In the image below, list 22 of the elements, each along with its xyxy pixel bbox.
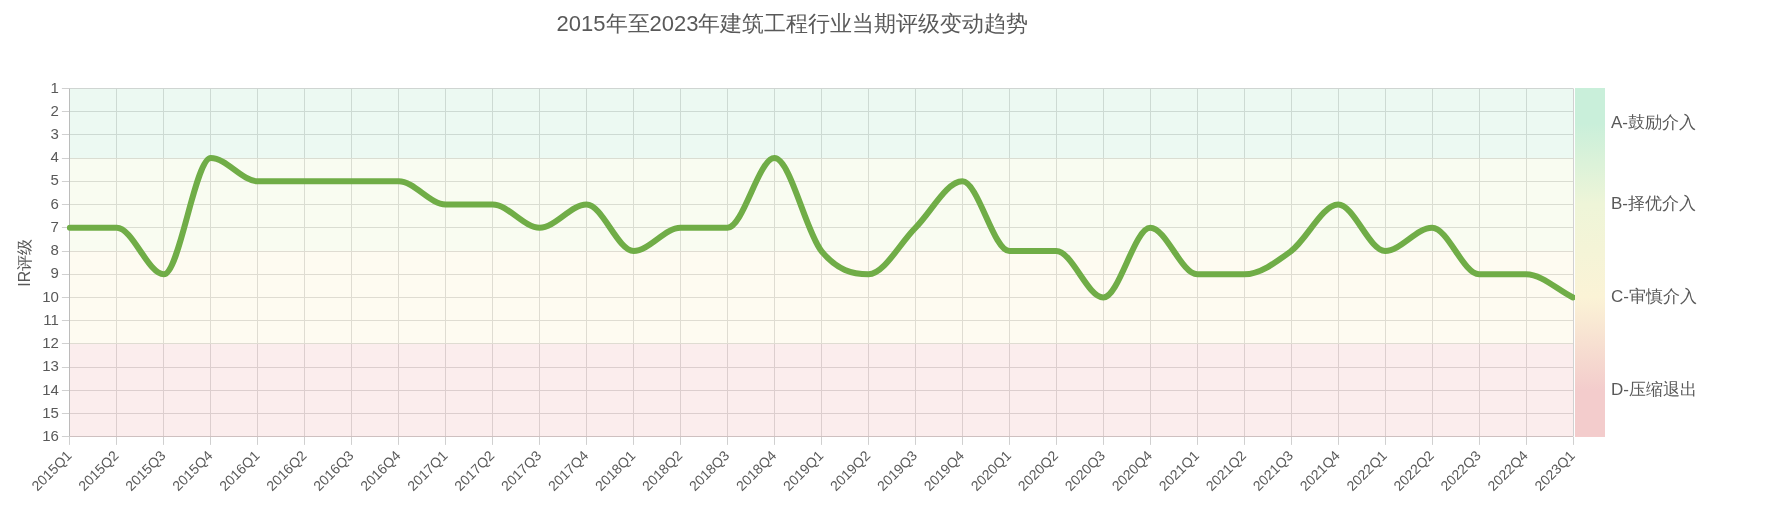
y-axis-title: IR评级 <box>16 238 34 287</box>
y-tick-label: 4 <box>50 148 59 166</box>
band-label: C-审慎介入 <box>1611 287 1697 307</box>
chart-title: 2015年至2023年建筑工程行业当期评级变动趋势 <box>556 11 1029 37</box>
y-tick-label: 15 <box>42 403 59 421</box>
y-tick-label: 1 <box>50 78 59 96</box>
y-tick-label: 2 <box>50 101 59 119</box>
band-label: D-压缩退出 <box>1611 380 1697 400</box>
y-tick-label: 3 <box>50 125 59 143</box>
y-tick-label: 11 <box>43 310 59 328</box>
y-tick-label: 13 <box>42 357 59 375</box>
band-label: B-择优介入 <box>1611 194 1696 214</box>
y-tick-label: 6 <box>50 194 59 212</box>
y-tick-label: 5 <box>50 171 59 189</box>
y-tick-label: 8 <box>50 241 59 259</box>
band-label: A-鼓励介入 <box>1611 112 1696 132</box>
y-tick-label: 10 <box>42 287 59 305</box>
y-tick-label: 9 <box>50 264 59 282</box>
y-tick-label: 16 <box>42 427 59 445</box>
y-tick-label: 14 <box>42 380 59 398</box>
y-tick-label: 12 <box>42 334 59 352</box>
y-tick-label: 7 <box>50 217 59 235</box>
